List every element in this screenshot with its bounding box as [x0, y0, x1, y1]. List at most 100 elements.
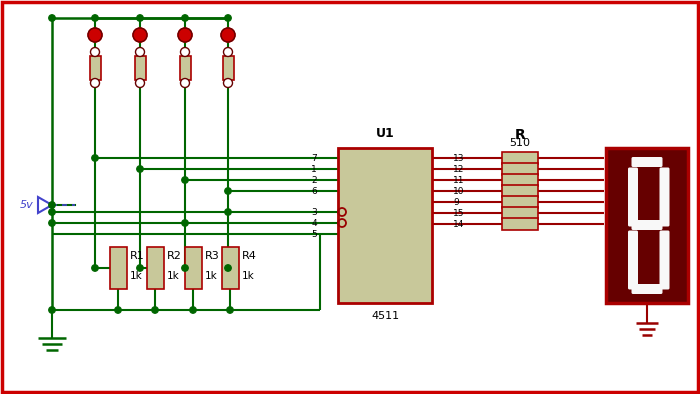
Bar	[223, 56, 234, 80]
Text: 1k: 1k	[205, 271, 218, 281]
Text: 4: 4	[312, 219, 317, 227]
Bar	[90, 56, 101, 80]
FancyBboxPatch shape	[628, 167, 638, 227]
Bar	[502, 207, 538, 219]
Circle shape	[221, 28, 235, 42]
Circle shape	[49, 202, 55, 208]
Circle shape	[136, 166, 144, 172]
Text: 1: 1	[312, 165, 317, 173]
Circle shape	[136, 48, 144, 56]
Text: QA: QA	[413, 153, 427, 163]
Circle shape	[90, 48, 99, 56]
Text: 3: 3	[312, 208, 317, 216]
Text: D: D	[343, 186, 351, 196]
Circle shape	[182, 220, 188, 226]
Circle shape	[92, 155, 98, 161]
Bar	[179, 56, 190, 80]
Circle shape	[181, 48, 190, 56]
Bar	[502, 152, 538, 164]
Circle shape	[49, 307, 55, 313]
Bar	[502, 196, 538, 208]
Bar	[109, 247, 127, 289]
Text: 5v: 5v	[20, 200, 34, 210]
Text: A: A	[343, 153, 349, 163]
Text: 2: 2	[312, 175, 317, 184]
Circle shape	[225, 188, 231, 194]
Text: 7: 7	[312, 154, 317, 162]
Text: BI: BI	[350, 218, 360, 228]
Text: QD: QD	[412, 186, 427, 196]
Circle shape	[136, 265, 144, 271]
Text: LT: LT	[350, 207, 360, 217]
Circle shape	[49, 220, 55, 226]
Bar	[185, 247, 202, 289]
Text: QB: QB	[412, 164, 427, 174]
FancyBboxPatch shape	[631, 157, 662, 167]
Circle shape	[190, 307, 196, 313]
Circle shape	[182, 265, 188, 271]
FancyBboxPatch shape	[659, 167, 669, 227]
Text: 13: 13	[453, 154, 465, 162]
Text: QF: QF	[414, 208, 427, 218]
Text: 14: 14	[453, 219, 464, 229]
Text: C: C	[343, 175, 350, 185]
Text: QC: QC	[412, 175, 427, 185]
Circle shape	[227, 307, 233, 313]
Circle shape	[49, 15, 55, 21]
Text: QG: QG	[412, 219, 427, 229]
Bar	[502, 174, 538, 186]
Bar	[338, 148, 432, 303]
Bar	[502, 185, 538, 197]
Bar	[221, 247, 239, 289]
Text: 12: 12	[453, 165, 464, 173]
Circle shape	[225, 209, 231, 215]
Text: 6: 6	[312, 186, 317, 195]
Bar	[502, 218, 538, 230]
Text: R4: R4	[242, 251, 257, 261]
Text: QE: QE	[413, 197, 427, 207]
Circle shape	[92, 15, 98, 21]
Circle shape	[178, 28, 192, 42]
Text: R: R	[514, 128, 526, 142]
Text: B: B	[343, 164, 350, 174]
Circle shape	[182, 15, 188, 21]
Circle shape	[182, 177, 188, 183]
Text: U1: U1	[376, 127, 394, 140]
Bar	[134, 56, 146, 80]
FancyBboxPatch shape	[631, 220, 662, 230]
Circle shape	[225, 15, 231, 21]
Text: 15: 15	[453, 208, 465, 217]
Circle shape	[223, 48, 232, 56]
Text: 510: 510	[510, 138, 531, 148]
Text: LE/STB: LE/STB	[343, 229, 377, 239]
Circle shape	[136, 78, 144, 87]
Text: 11: 11	[453, 175, 465, 184]
Bar	[146, 247, 164, 289]
Bar	[606, 148, 688, 303]
Text: 4511: 4511	[371, 311, 399, 321]
Circle shape	[152, 307, 158, 313]
Circle shape	[92, 265, 98, 271]
Circle shape	[49, 209, 55, 215]
Text: R2: R2	[167, 251, 182, 261]
Circle shape	[115, 307, 121, 313]
Circle shape	[133, 28, 147, 42]
Circle shape	[88, 28, 102, 42]
Text: 9: 9	[453, 197, 459, 206]
Text: 5: 5	[312, 229, 317, 238]
Text: 1k: 1k	[242, 271, 255, 281]
Text: 1k: 1k	[167, 271, 180, 281]
Text: 1k: 1k	[130, 271, 143, 281]
FancyBboxPatch shape	[659, 230, 669, 290]
Text: R3: R3	[205, 251, 220, 261]
Circle shape	[225, 265, 231, 271]
Circle shape	[223, 78, 232, 87]
Circle shape	[90, 78, 99, 87]
Circle shape	[136, 15, 144, 21]
Circle shape	[181, 78, 190, 87]
Text: 10: 10	[453, 186, 465, 195]
Text: R1: R1	[130, 251, 145, 261]
Bar	[502, 163, 538, 175]
FancyBboxPatch shape	[631, 284, 662, 294]
FancyBboxPatch shape	[628, 230, 638, 290]
